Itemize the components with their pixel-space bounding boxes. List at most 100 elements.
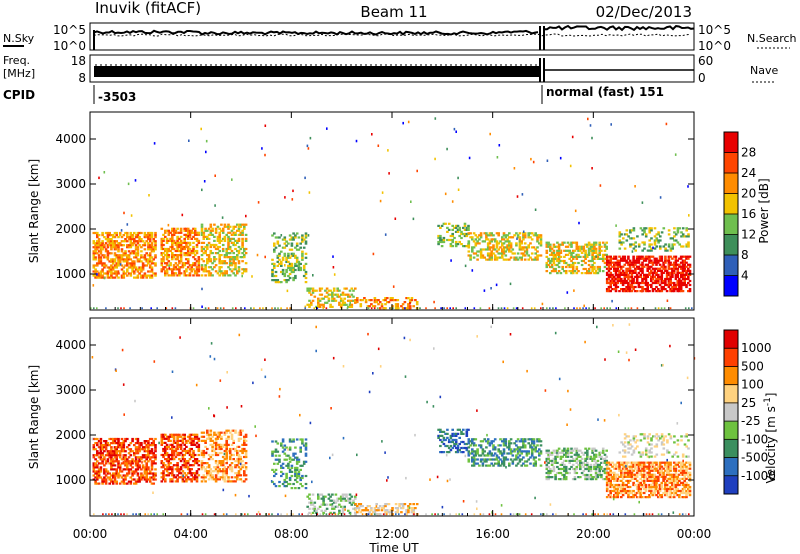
range-gate-cell (150, 460, 154, 463)
range-gate-cell (211, 449, 214, 453)
range-gate-cell (627, 261, 630, 264)
range-gate-cell (536, 236, 539, 239)
range-gate-cell (183, 460, 186, 463)
range-gate-cell (225, 439, 228, 442)
range-gate-cell (294, 262, 297, 265)
range-gate-cell (227, 231, 230, 234)
range-gate-cell (627, 235, 630, 238)
range-gate-cell (178, 272, 181, 275)
range-gate-cell (295, 468, 299, 471)
range-gate-cell (688, 255, 692, 258)
range-gate-cell (204, 470, 207, 473)
range-gate-cell (117, 256, 120, 259)
range-gate-cell (554, 255, 557, 258)
range-gate-cell (310, 501, 313, 504)
range-gate-cell (377, 299, 380, 302)
range-gate-cell (237, 233, 241, 236)
range-gate-cell (676, 229, 680, 232)
range-gate-cell (486, 252, 490, 255)
range-gate-cell (667, 259, 671, 262)
range-gate-cell (613, 267, 616, 270)
range-gate-cell (297, 458, 301, 461)
range-gate-cell (283, 279, 287, 282)
range-gate-cell (395, 307, 397, 310)
range-gate-cell (147, 446, 150, 449)
range-gate-cell (549, 259, 552, 263)
range-gate-cell (463, 446, 467, 450)
range-gate-cell (234, 256, 237, 259)
range-gate-cell (209, 476, 213, 479)
range-gate-cell (653, 227, 657, 230)
range-gate-cell (465, 234, 469, 238)
range-gate-cell (195, 233, 199, 236)
range-gate-cell (550, 263, 554, 267)
range-gate-cell (495, 283, 498, 287)
range-gate-cell (332, 299, 336, 302)
range-gate-cell (451, 434, 454, 437)
range-gate-cell (614, 255, 618, 258)
range-gate-cell (218, 227, 221, 230)
range-gate-cell (183, 472, 186, 475)
range-gate-cell (167, 466, 171, 469)
range-gate-cell (213, 266, 216, 269)
range-gate-cell (103, 246, 106, 249)
range-gate-cell (495, 256, 499, 259)
range-gate-cell (186, 260, 190, 263)
range-gate-cell (483, 240, 486, 243)
range-gate-cell (584, 257, 587, 260)
range-gate-cell (97, 254, 101, 257)
range-gate-cell (576, 307, 578, 310)
range-gate-cell (113, 474, 117, 477)
range-gate-cell (650, 275, 653, 278)
range-gate-cell (111, 482, 115, 485)
range-gate-cell (147, 442, 150, 445)
range-gate-cell (345, 499, 348, 502)
range-gate-cell (502, 444, 506, 447)
range-gate-cell (283, 246, 287, 249)
range-gate-cell (140, 448, 143, 451)
range-gate-cell (594, 473, 598, 477)
range-gate-cell (657, 233, 660, 236)
range-gate-cell (160, 241, 164, 244)
range-gate-cell (620, 241, 623, 244)
range-gate-cell (579, 459, 582, 462)
range-gate-cell (348, 499, 352, 502)
range-gate-cell (570, 243, 573, 246)
range-gate-cell (632, 243, 636, 246)
range-gate-cell (685, 285, 688, 289)
range-gate-cell (179, 266, 183, 269)
range-gate-cell (103, 480, 106, 483)
range-gate-cell (103, 446, 106, 449)
range-gate-cell (236, 460, 239, 463)
range-gate-cell (570, 255, 573, 258)
range-gate-cell (143, 248, 147, 251)
range-gate-cell (527, 438, 530, 441)
range-gate-cell (186, 439, 190, 442)
range-gate-cell (216, 235, 220, 238)
range-gate-cell (641, 267, 644, 270)
range-gate-cell (325, 291, 329, 294)
range-gate-cell (547, 241, 550, 244)
range-gate-cell (623, 247, 627, 250)
range-gate-cell (683, 279, 686, 283)
range-gate-cell (641, 201, 644, 204)
range-gate-cell (630, 290, 634, 293)
range-gate-cell (577, 253, 580, 256)
range-gate-cell (564, 478, 568, 481)
range-gate-cell (169, 466, 172, 469)
range-gate-cell (609, 271, 612, 274)
range-gate-cell (573, 307, 575, 310)
range-gate-cell (614, 273, 618, 276)
range-gate-cell (570, 263, 573, 267)
colorbar-segment (724, 255, 738, 276)
range-gate-cell (171, 272, 174, 275)
range-gate-cell (103, 472, 106, 475)
range-gate-cell (96, 231, 99, 235)
range-gate-cell (304, 474, 308, 478)
range-gate-cell (368, 505, 371, 508)
range-gate-cell (618, 279, 621, 283)
range-gate-cell (483, 248, 486, 251)
range-gate-cell (530, 252, 534, 255)
range-gate-cell (520, 256, 523, 259)
range-gate-cell (216, 252, 220, 255)
